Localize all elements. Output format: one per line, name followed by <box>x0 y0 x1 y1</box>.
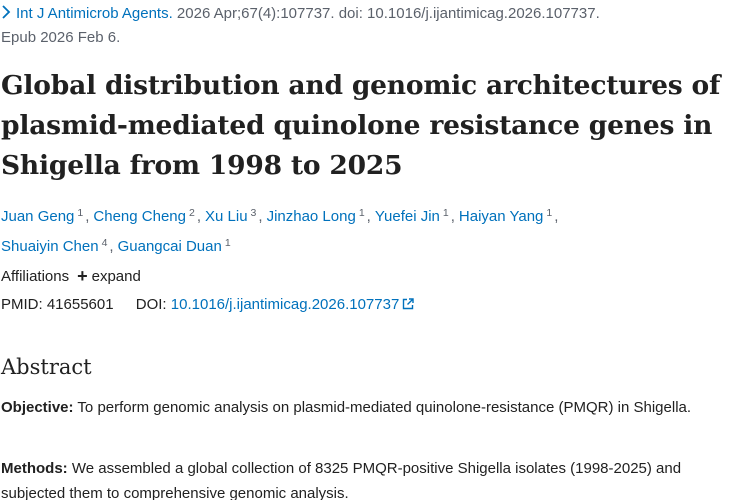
author-separator: , <box>258 208 263 225</box>
citation-line: Int J Antimicrob Agents. 2026 Apr;67(4):… <box>1 2 746 50</box>
expand-label: expand <box>91 268 141 285</box>
citation-details: 2026 Apr;67(4):107737. doi: 10.1016/j.ij… <box>172 5 600 22</box>
affiliation-number[interactable]: 3 <box>250 207 257 219</box>
objective-label: Objective: <box>1 399 74 416</box>
affiliation-number[interactable]: 1 <box>546 207 553 219</box>
methods-text: We assembled a global collection of 8325… <box>1 460 682 500</box>
journal-link[interactable]: Int J Antimicrob Agents. <box>16 5 173 22</box>
affiliation-number[interactable]: 1 <box>358 207 365 219</box>
pmid-label: PMID: <box>1 296 43 313</box>
doi-label: DOI: <box>135 296 167 313</box>
abstract-methods: Methods: We assembled a global collectio… <box>1 456 749 500</box>
affiliations-row: Affiliations + expand <box>1 265 141 288</box>
affiliation-number[interactable]: 1 <box>442 207 449 219</box>
author-separator: , <box>366 208 371 225</box>
chevron-right-icon[interactable] <box>1 5 11 19</box>
affiliation-number[interactable]: 1 <box>77 207 84 219</box>
author-separator: , <box>196 208 201 225</box>
plus-icon: + <box>77 266 88 286</box>
author-link[interactable]: Shuaiyin Chen <box>1 238 99 255</box>
affiliation-number[interactable]: 4 <box>101 237 108 249</box>
methods-label: Methods: <box>1 460 68 477</box>
author-separator: , <box>85 208 90 225</box>
author-separator: , <box>109 238 114 255</box>
doi-value[interactable]: 10.1016/j.ijantimicag.2026.107737 <box>170 296 400 313</box>
article-title: Global distribution and genomic architec… <box>1 70 721 181</box>
abstract-heading: Abstract <box>1 355 92 379</box>
pmid-value: 41655601 <box>46 296 114 313</box>
author-link[interactable]: Xu Liu <box>205 208 248 225</box>
author-link[interactable]: Yuefei Jin <box>374 208 440 225</box>
author-link[interactable]: Jinzhao Long <box>266 208 356 225</box>
authors-list: Juan Geng 1, Cheng Cheng 2, Xu Liu 3, Jinzhao … <box>1 200 741 260</box>
author-separator: , <box>450 208 455 225</box>
expand-affiliations-button[interactable]: + expand <box>77 266 141 286</box>
doi-link[interactable]: 10.1016/j.ijantimicag.2026.107737 <box>171 296 415 313</box>
affiliations-label: Affiliations <box>1 268 70 285</box>
identifiers-row: PMID: 41655601 DOI: 10.1016/j.ijantimica… <box>1 294 414 316</box>
author-link[interactable]: Haiyan Yang <box>458 208 544 225</box>
author-link[interactable]: Guangcai Duan <box>117 238 222 255</box>
external-link-icon <box>403 298 414 310</box>
author-link[interactable]: Cheng Cheng <box>93 208 186 225</box>
affiliation-number[interactable]: 2 <box>188 207 195 219</box>
abstract-objective: Objective: To perform genomic analysis o… <box>1 395 749 420</box>
objective-text: To perform genomic analysis on plasmid-m… <box>73 399 692 416</box>
author-link[interactable]: Juan Geng <box>1 208 75 225</box>
epub-date: Epub 2026 Feb 6. <box>1 29 121 46</box>
affiliation-number[interactable]: 1 <box>224 237 231 249</box>
author-separator: , <box>554 208 559 225</box>
